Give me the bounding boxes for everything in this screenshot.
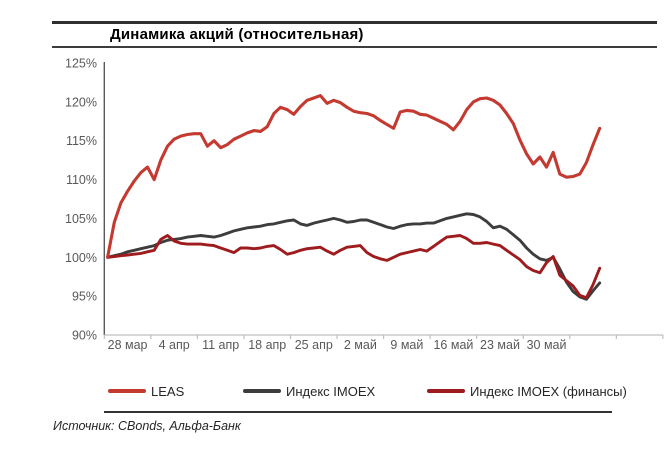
y-tick-label: 120% [65,95,97,109]
series-line-imoex-finance [106,234,602,300]
y-tick-label: 100% [65,251,97,265]
x-tick-label: 9 май [390,338,423,352]
x-tick-label: 2 май [344,338,377,352]
chart-title: Динамика акций (относительная) [110,26,364,43]
legend-label-leas: LEAS [151,383,185,399]
x-tick-label: 4 апр [159,338,190,352]
legend-item-imoex: Индекс IMOEX [243,383,375,399]
legend-label-imoex-finance: Индекс IMOEX (финансы) [470,383,627,399]
x-tick-label: 11 апр [202,338,239,352]
y-tick-label: 90% [72,328,97,342]
leas-line-marker [108,389,146,393]
x-tick-label: 18 апр [248,338,286,352]
series-line-leas [106,94,602,259]
legend-label-imoex: Индекс IMOEX [286,383,376,399]
y-tick-label: 110% [66,173,97,187]
x-tick-label: 16 май [433,338,473,352]
y-tick-label: 95% [72,290,97,304]
imoex-line-marker [243,389,281,393]
source-note: Источник: CBonds, Альфа-Банк [53,419,241,433]
x-tick-label: 23 май [480,338,520,352]
y-tick-label: 105% [65,212,97,226]
y-tick-label: 125% [65,57,97,71]
x-tick-label: 30 май [527,338,567,352]
legend-item-leas: LEAS [108,383,184,399]
footer-rule [104,411,612,413]
x-tick-label: 28 мар [108,338,148,352]
y-tick-label: 115% [66,134,97,148]
title-underline-rule [52,46,657,48]
imoex-finance-line-marker [427,389,465,393]
x-tick-label: 25 апр [295,338,333,352]
series-line-imoex [106,212,602,301]
top-rule [52,21,657,24]
legend-item-imoex-finance: Индекс IMOEX (финансы) [427,383,627,399]
